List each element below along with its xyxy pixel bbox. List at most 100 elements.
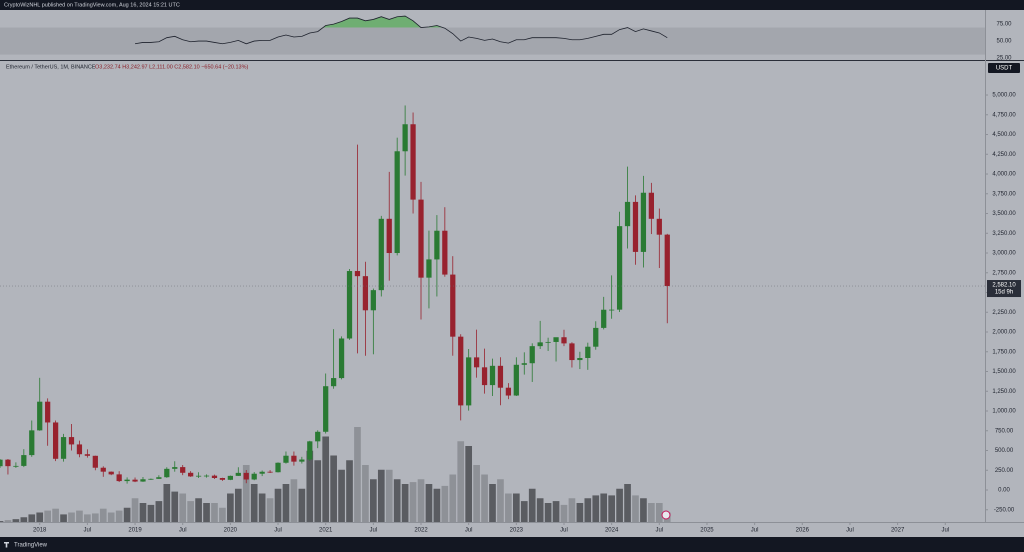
candle-body [601, 309, 607, 328]
volume-bar [346, 460, 353, 522]
y-tick-label: 0.00 [998, 488, 1010, 494]
x-tick-label: 2021 [319, 528, 333, 534]
candle-body [203, 475, 210, 477]
x-tick-label: Jul [941, 528, 949, 534]
candle-body [354, 271, 361, 277]
chart-title: Ethereum / TetherUS, 1M, BINANCE [6, 64, 96, 70]
volume-bar [179, 493, 187, 522]
volume-bar [68, 512, 75, 522]
volume-bar [155, 501, 163, 522]
volume-bar [520, 501, 528, 522]
x-tick-label: 2027 [891, 528, 905, 534]
top-bar [0, 0, 1024, 10]
currency-badge [988, 63, 1020, 73]
volume-bar [322, 436, 330, 522]
candle-body [148, 478, 154, 480]
candle-body [553, 337, 559, 342]
candle-body [116, 474, 122, 482]
candle-body [466, 357, 472, 406]
candle-body [648, 192, 654, 219]
candle-body [188, 472, 194, 477]
volume-bar [306, 450, 314, 522]
rsi-band [0, 27, 985, 55]
volume-bar [640, 498, 647, 522]
currency: USDT [996, 66, 1013, 72]
volume-bar [290, 479, 298, 522]
candle-body [624, 201, 631, 227]
rsi-tick-label: 75.00 [996, 22, 1012, 28]
candle-body [609, 309, 615, 311]
candle-body [458, 336, 464, 406]
event-marker[interactable] [661, 510, 671, 520]
candle-body [338, 338, 345, 379]
candle-body [529, 346, 535, 364]
candle-body [164, 468, 170, 478]
y-tick-label: 250.00 [995, 468, 1014, 474]
candle-body [0, 459, 3, 467]
y-tick-label: 3,500.00 [992, 211, 1016, 217]
volume-bar [409, 482, 417, 522]
candle-body [426, 259, 432, 278]
y-tick-label: 1,500.00 [992, 369, 1016, 375]
candle-body [219, 477, 226, 480]
brand-logo [4, 542, 9, 548]
candle-body [227, 475, 233, 480]
volume-bar [4, 520, 12, 522]
candle-body [386, 218, 392, 254]
volume-bar [131, 498, 139, 522]
volume-bar [227, 493, 234, 522]
candle-body [378, 218, 384, 291]
volume-bar [576, 503, 584, 522]
candle-body [291, 455, 297, 462]
candle-body [84, 454, 91, 456]
volume-bar [528, 488, 536, 522]
volume-bar [624, 484, 631, 522]
candle-body [632, 201, 639, 252]
volume-bar [195, 498, 202, 522]
candle-body [5, 459, 11, 467]
candle-body [442, 230, 448, 275]
candle-body [585, 346, 591, 359]
candle-body [124, 479, 130, 482]
candle-body [656, 218, 662, 235]
rsi-tick-label: 50.00 [996, 39, 1012, 45]
volume-bar [584, 498, 592, 522]
x-tick-label: Jul [751, 528, 759, 534]
volume-bar [234, 488, 242, 522]
x-tick-label: 2025 [700, 528, 714, 534]
candle-body [267, 471, 273, 473]
volume-bar [282, 484, 290, 522]
volume-bar [433, 488, 441, 522]
publisher: CryptoWizNHL published on TradingView.co… [4, 2, 180, 8]
y-tick-label: 3,250.00 [992, 231, 1016, 237]
candle-body [616, 226, 623, 310]
volume-bar [393, 479, 401, 522]
volume-bar [377, 469, 385, 522]
candle-body [13, 465, 19, 467]
volume-bar [449, 474, 457, 522]
x-tick-label: Jul [655, 528, 663, 534]
last-price: 2,582.10 [992, 283, 1016, 289]
volume-bar [147, 504, 155, 522]
candle-body [346, 271, 353, 339]
volume-bar [91, 513, 99, 522]
x-tick-label: Jul [84, 528, 92, 534]
ohlc-legend: O3,232.74 H3,242.97 L2,111.00 C2,582.10 … [95, 64, 248, 70]
brand: TradingView [14, 543, 48, 549]
volume-bar [354, 427, 361, 522]
x-tick-label: Jul [560, 528, 568, 534]
volume-bar [338, 469, 345, 522]
candle-body [76, 444, 83, 455]
candle-body [259, 471, 265, 474]
x-tick-label: Jul [846, 528, 854, 534]
y-tick-label: 4,250.00 [992, 152, 1016, 158]
volume-bar [536, 498, 544, 522]
volume-bar [608, 495, 615, 522]
candle-body [323, 386, 329, 432]
volume-bar [473, 465, 480, 522]
candle-body [29, 430, 35, 456]
rsi-line [134, 15, 668, 45]
candle-body [283, 455, 289, 463]
y-tick-label: -250.00 [994, 507, 1015, 513]
